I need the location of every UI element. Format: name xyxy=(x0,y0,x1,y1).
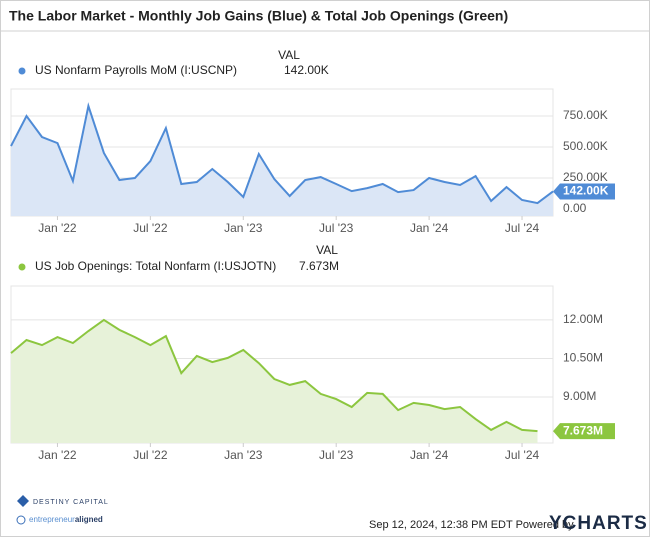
logo-icon xyxy=(16,515,26,525)
y-tick-label: 750.00K xyxy=(563,108,608,122)
x-tick-label: Jan '22 xyxy=(38,448,77,462)
legend-value: 7.673M xyxy=(299,259,339,273)
x-tick-label: Jan '23 xyxy=(224,448,263,462)
brand: YCHARTS xyxy=(549,513,648,534)
legend-marker xyxy=(18,67,26,75)
last-value-label: 142.00K xyxy=(563,184,609,198)
legend-marker xyxy=(18,263,26,271)
x-tick-label: Jan '24 xyxy=(410,221,449,235)
powered-by: Powered by xyxy=(516,519,575,531)
line xyxy=(10,318,538,433)
x-tick-label: Jan '22 xyxy=(38,221,77,235)
legend-label: US Job Openings: Total Nonfarm (I:USJOTN… xyxy=(35,259,276,273)
x-tick-label: Jul '24 xyxy=(505,448,540,462)
area-fill xyxy=(11,106,553,216)
line xyxy=(10,102,554,205)
last-value-label: 7.673M xyxy=(563,423,603,437)
legend-header: VAL xyxy=(278,48,300,62)
area-fill xyxy=(11,319,538,443)
legend-header: VAL xyxy=(316,243,338,257)
y-tick-label: 12.00M xyxy=(563,312,603,326)
last-value-tag xyxy=(553,423,615,440)
y-tick-label: 10.50M xyxy=(563,351,603,365)
x-tick-label: Jul '23 xyxy=(319,221,354,235)
logo-text: entrepreneuraligned xyxy=(29,515,103,524)
x-tick-label: Jul '22 xyxy=(133,448,168,462)
last-value-tag xyxy=(553,183,615,200)
x-tick-label: Jan '24 xyxy=(410,448,449,462)
timestamp: Sep 12, 2024, 12:38 PM EDT Powered by xyxy=(369,519,574,531)
chart-title: The Labor Market - Monthly Job Gains (Bl… xyxy=(9,8,508,24)
x-tick-label: Jul '22 xyxy=(133,221,168,235)
logo-icon xyxy=(17,495,29,507)
logo-text: aligned xyxy=(75,515,103,524)
legend-value: 142.00K xyxy=(284,63,329,77)
y-tick-label: 0.00 xyxy=(563,201,587,215)
logo-text: DESTINY CAPITAL xyxy=(33,499,109,506)
y-tick-label: 500.00K xyxy=(563,139,608,153)
legend-label: US Nonfarm Payrolls MoM (I:USCNP) xyxy=(35,63,237,77)
x-tick-label: Jan '23 xyxy=(224,221,263,235)
x-tick-label: Jul '23 xyxy=(319,448,354,462)
y-tick-label: 250.00K xyxy=(563,170,608,184)
y-tick-label: 9.00M xyxy=(563,389,596,403)
timestamp-text: Sep 12, 2024, 12:38 PM EDT xyxy=(369,519,513,531)
logo-text: entrepreneur xyxy=(29,515,75,524)
x-tick-label: Jul '24 xyxy=(505,221,540,235)
